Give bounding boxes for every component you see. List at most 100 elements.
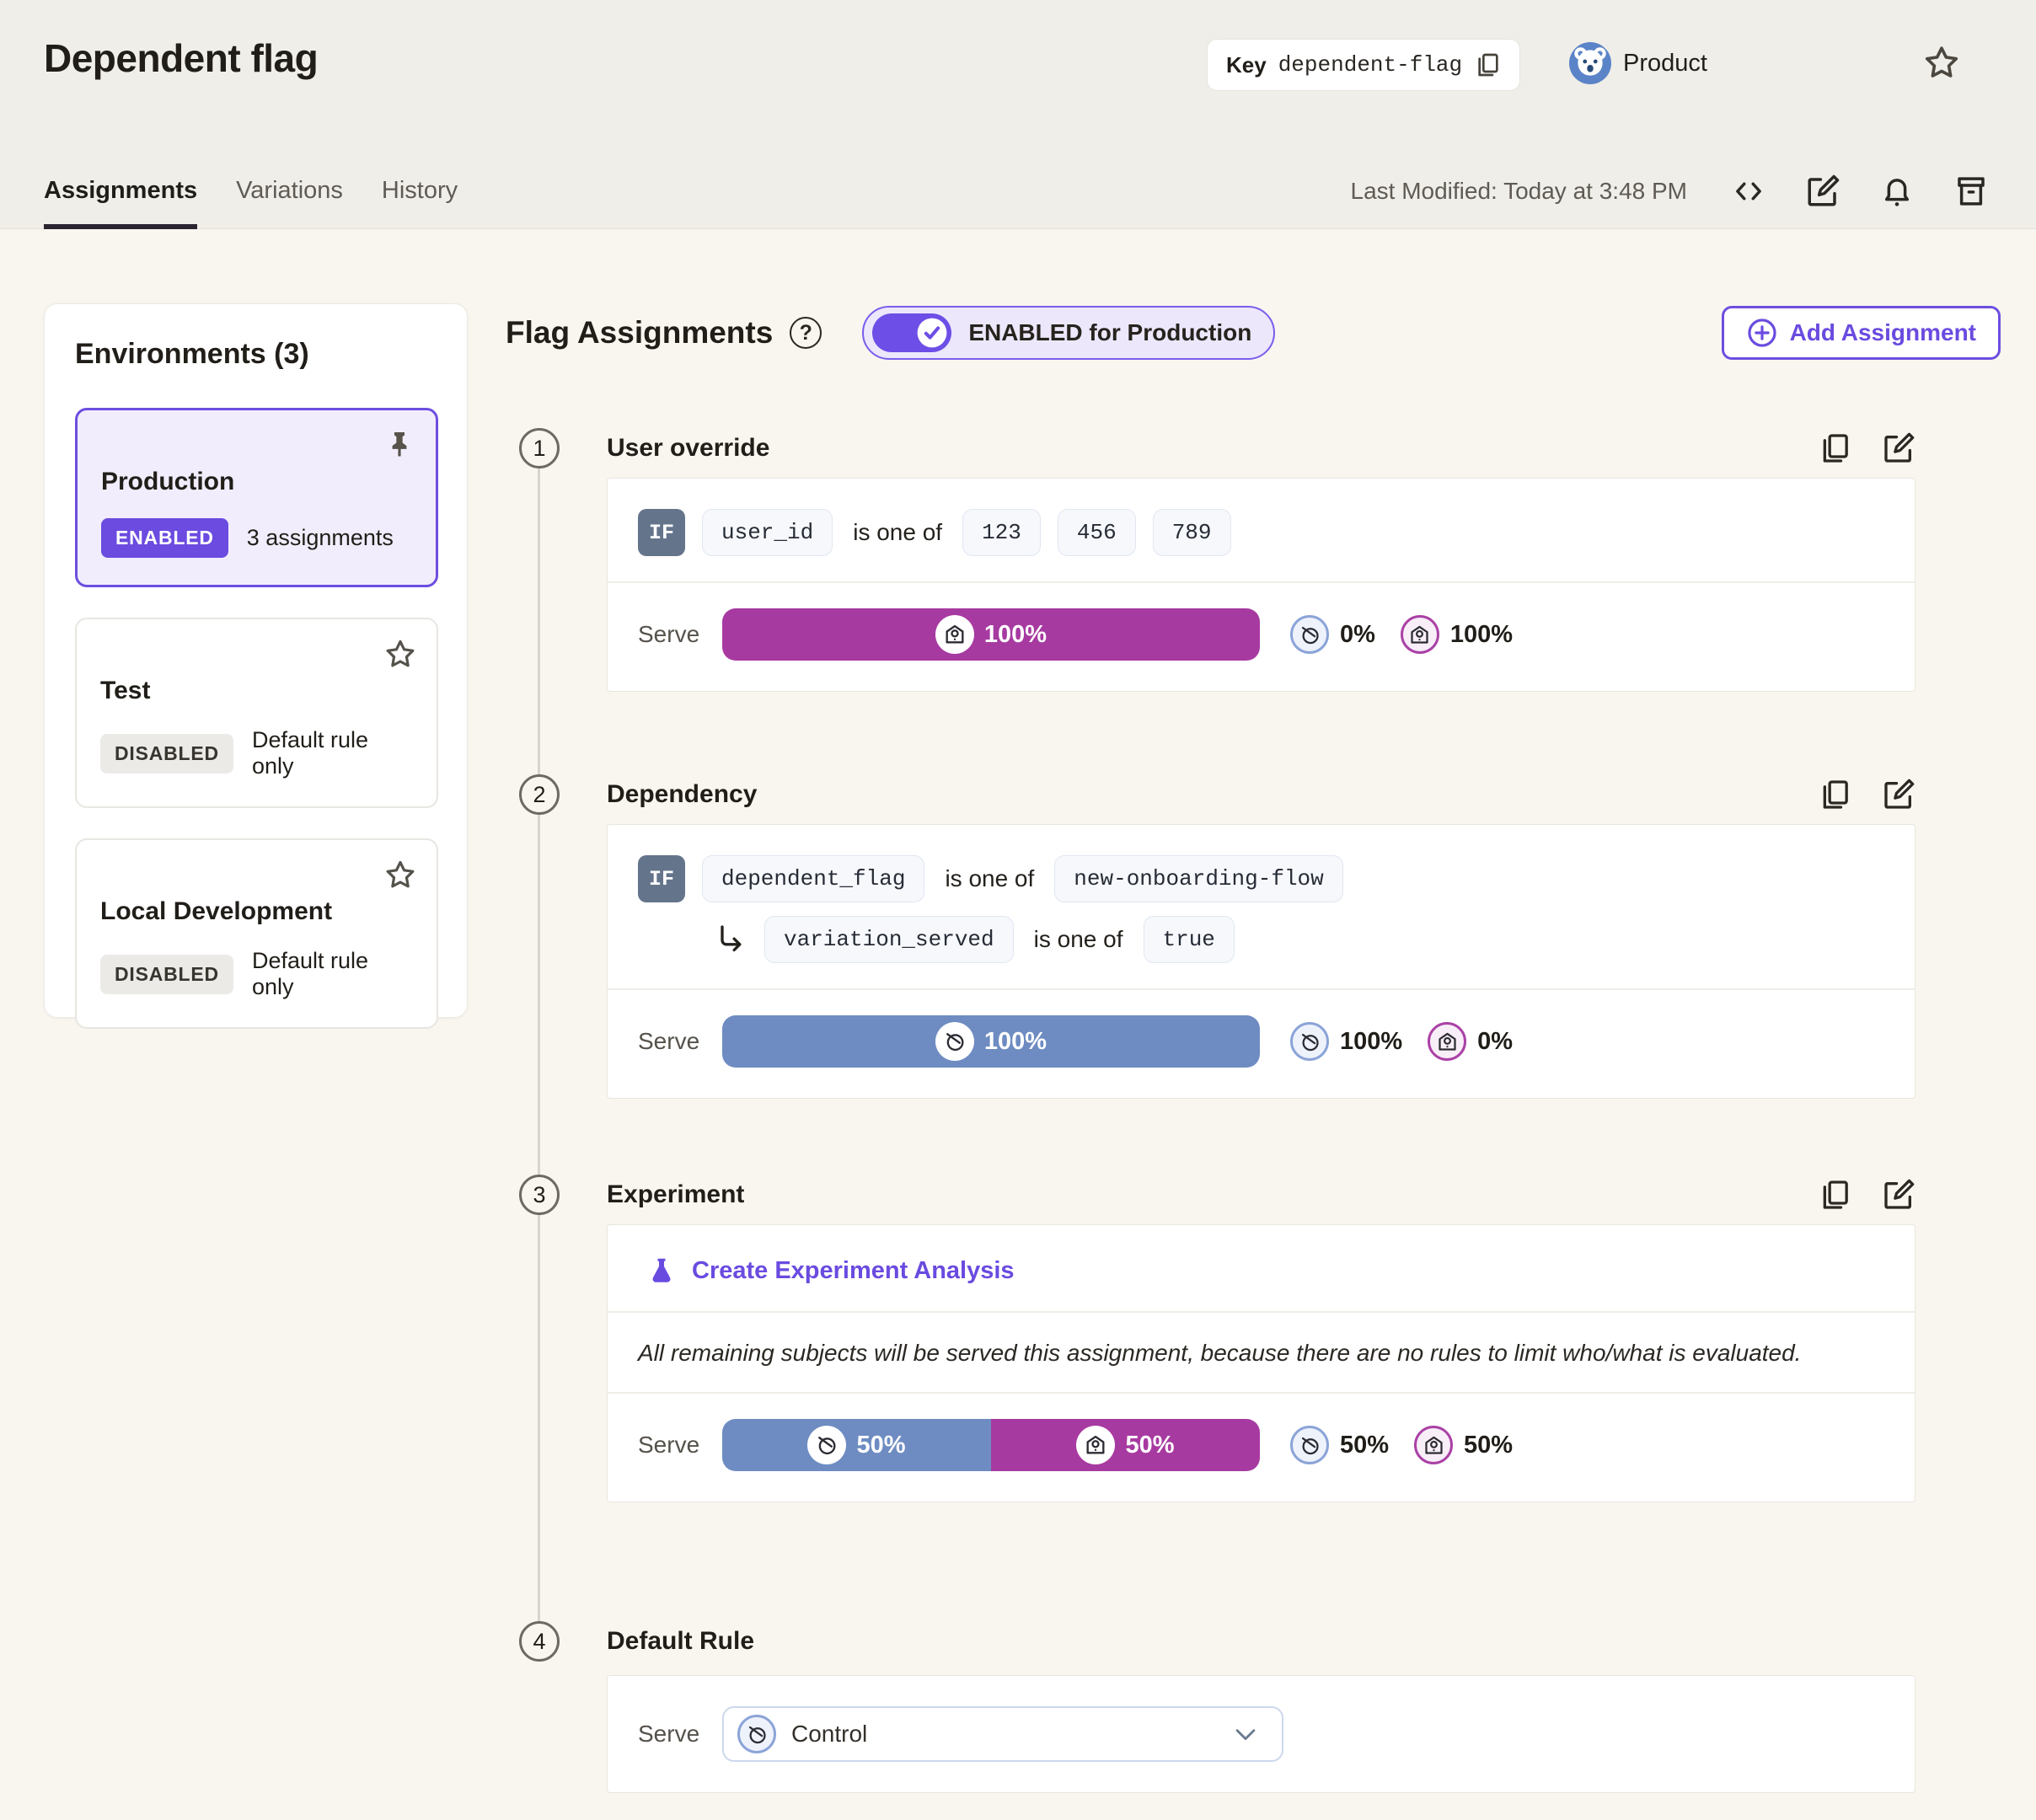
product-badge[interactable]: Product bbox=[1569, 42, 1707, 84]
pin-icon[interactable] bbox=[383, 429, 415, 461]
create-experiment-analysis-link[interactable]: Create Experiment Analysis bbox=[638, 1255, 1884, 1286]
legend-control: 100% bbox=[1290, 1022, 1402, 1061]
toggle-switch[interactable] bbox=[872, 313, 952, 352]
condition-value-chip: 123 bbox=[962, 509, 1041, 556]
serve-allocation-bar: 100% bbox=[722, 1015, 1260, 1068]
product-label: Product bbox=[1623, 49, 1707, 77]
serve-label: Serve bbox=[638, 1432, 700, 1458]
duplicate-icon[interactable] bbox=[1818, 431, 1851, 465]
legend-control: 50% bbox=[1290, 1426, 1389, 1464]
serve-label: Serve bbox=[638, 621, 700, 647]
control-variation-icon bbox=[935, 1022, 974, 1061]
copy-icon[interactable] bbox=[1474, 51, 1501, 78]
condition-operator: is one of bbox=[853, 519, 943, 545]
edit-rule-icon[interactable] bbox=[1882, 431, 1915, 465]
rule-card: IF user_id is one of 123 456 789 Serve bbox=[607, 478, 1915, 692]
flag-key-pill[interactable]: Key dependent-flag bbox=[1207, 39, 1521, 91]
environment-card-production[interactable]: Production ENABLED 3 assignments bbox=[75, 408, 438, 587]
enabled-toggle[interactable]: ENABLED for Production bbox=[862, 306, 1276, 360]
assignment-timeline bbox=[538, 468, 540, 1621]
legend-percent: 100% bbox=[1449, 620, 1514, 648]
rule-card: IF dependent_flag is one of new-onboardi… bbox=[607, 824, 1915, 1099]
duplicate-icon[interactable] bbox=[1818, 778, 1851, 811]
environment-card-test[interactable]: Test DISABLED Default rule only bbox=[75, 618, 438, 808]
assignment-rule-dependency: 2 Dependency IF dependent_flag is one of… bbox=[506, 774, 1915, 1099]
add-assignment-button[interactable]: Add Assignment bbox=[1721, 306, 2001, 360]
page-header: Dependent flag Key dependent-flag Produc… bbox=[0, 0, 2036, 229]
legend-percent: 100% bbox=[1340, 1027, 1403, 1055]
rule-card: Create Experiment Analysis All remaining… bbox=[607, 1224, 1915, 1502]
condition-value-chip: 456 bbox=[1057, 509, 1136, 556]
legend-variant: 100% bbox=[1400, 615, 1514, 654]
legend-percent: 0% bbox=[1477, 1027, 1514, 1055]
serve-segment-variant: 50% bbox=[991, 1419, 1260, 1471]
tab-history[interactable]: History bbox=[381, 177, 458, 204]
condition-field-chip: dependent_flag bbox=[702, 855, 925, 902]
serve-segment-variant: 100% bbox=[722, 608, 1260, 661]
variant-variation-icon bbox=[1428, 1022, 1467, 1061]
control-variation-icon bbox=[1290, 1022, 1329, 1061]
rule-number: 4 bbox=[519, 1621, 560, 1662]
control-variation-icon bbox=[1290, 1426, 1329, 1464]
rule-title: Experiment bbox=[607, 1180, 745, 1208]
chevron-down-icon bbox=[1231, 1720, 1260, 1748]
environment-detail: Default rule only bbox=[251, 727, 369, 779]
header-actions: Last Modified: Today at 3:48 PM bbox=[1351, 174, 1990, 209]
add-assignment-label: Add Assignment bbox=[1789, 319, 1976, 345]
control-variation-icon bbox=[1290, 615, 1329, 654]
default-variation-select[interactable]: Control bbox=[722, 1706, 1283, 1762]
environment-name: Test bbox=[100, 677, 151, 704]
serve-segment-control: 50% bbox=[722, 1419, 991, 1471]
control-variation-icon bbox=[737, 1715, 776, 1753]
condition-value-chip: new-onboarding-flow bbox=[1054, 855, 1343, 902]
selected-variation-label: Control bbox=[791, 1721, 868, 1747]
legend-percent: 50% bbox=[1464, 1431, 1514, 1459]
condition-operator: is one of bbox=[945, 865, 1035, 891]
flag-assignments-section: Flag Assignments ? ENABLED for Productio… bbox=[506, 297, 2006, 1820]
rule-number: 1 bbox=[519, 428, 560, 468]
create-experiment-analysis-label: Create Experiment Analysis bbox=[692, 1256, 1015, 1284]
star-icon[interactable] bbox=[384, 859, 416, 891]
key-label: Key bbox=[1226, 51, 1267, 78]
help-icon[interactable]: ? bbox=[790, 317, 822, 349]
tab-variations[interactable]: Variations bbox=[236, 177, 343, 204]
last-modified-text: Last Modified: Today at 3:48 PM bbox=[1350, 178, 1688, 204]
nested-condition-arrow-icon bbox=[714, 923, 747, 956]
rule-title: User override bbox=[607, 434, 770, 462]
if-badge: IF bbox=[638, 509, 685, 556]
environment-status-badge: DISABLED bbox=[100, 733, 233, 774]
environments-panel: Environments (3) Production ENABLED 3 as… bbox=[44, 303, 468, 1029]
segment-percent: 50% bbox=[1125, 1431, 1175, 1459]
code-icon[interactable] bbox=[1731, 174, 1766, 209]
condition-operator: is one of bbox=[1033, 926, 1123, 952]
archive-icon[interactable] bbox=[1953, 174, 1989, 209]
legend-variant: 50% bbox=[1414, 1426, 1513, 1464]
assignment-rule-default: 4 Default Rule Serve Control bbox=[506, 1621, 1915, 1793]
star-icon[interactable] bbox=[384, 638, 416, 670]
rule-number: 2 bbox=[519, 774, 560, 815]
segment-percent: 50% bbox=[856, 1431, 906, 1459]
edit-rule-icon[interactable] bbox=[1882, 778, 1915, 811]
key-value: dependent-flag bbox=[1278, 52, 1463, 78]
environment-detail: 3 assignments bbox=[246, 525, 394, 550]
rule-title: Dependency bbox=[607, 780, 758, 808]
tab-assignments[interactable]: Assignments bbox=[44, 167, 198, 229]
check-circle-icon bbox=[917, 318, 947, 348]
duplicate-icon[interactable] bbox=[1818, 1178, 1851, 1212]
if-badge: IF bbox=[638, 855, 685, 902]
experiment-note: All remaining subjects will be served th… bbox=[638, 1340, 1802, 1366]
condition-field-chip: variation_served bbox=[764, 916, 1014, 963]
serve-allocation-bar: 100% bbox=[722, 608, 1260, 661]
environments-title: Environments (3) bbox=[75, 338, 309, 370]
serve-segment-control: 100% bbox=[722, 1015, 1260, 1068]
favorite-star-icon[interactable] bbox=[1923, 44, 1960, 81]
environment-card-local-development[interactable]: Local Development DISABLED Default rule … bbox=[75, 838, 438, 1029]
assignment-rule-experiment: 3 Experiment Create Experiment Analysis … bbox=[506, 1175, 1915, 1502]
assignment-rule-user-override: 1 User override IF user_id is one of 123… bbox=[506, 428, 1915, 692]
bell-icon[interactable] bbox=[1879, 174, 1915, 209]
condition-value-chip: true bbox=[1143, 916, 1235, 963]
page-title: Dependent flag bbox=[44, 36, 319, 80]
edit-icon[interactable] bbox=[1805, 174, 1840, 209]
edit-rule-icon[interactable] bbox=[1882, 1178, 1915, 1212]
